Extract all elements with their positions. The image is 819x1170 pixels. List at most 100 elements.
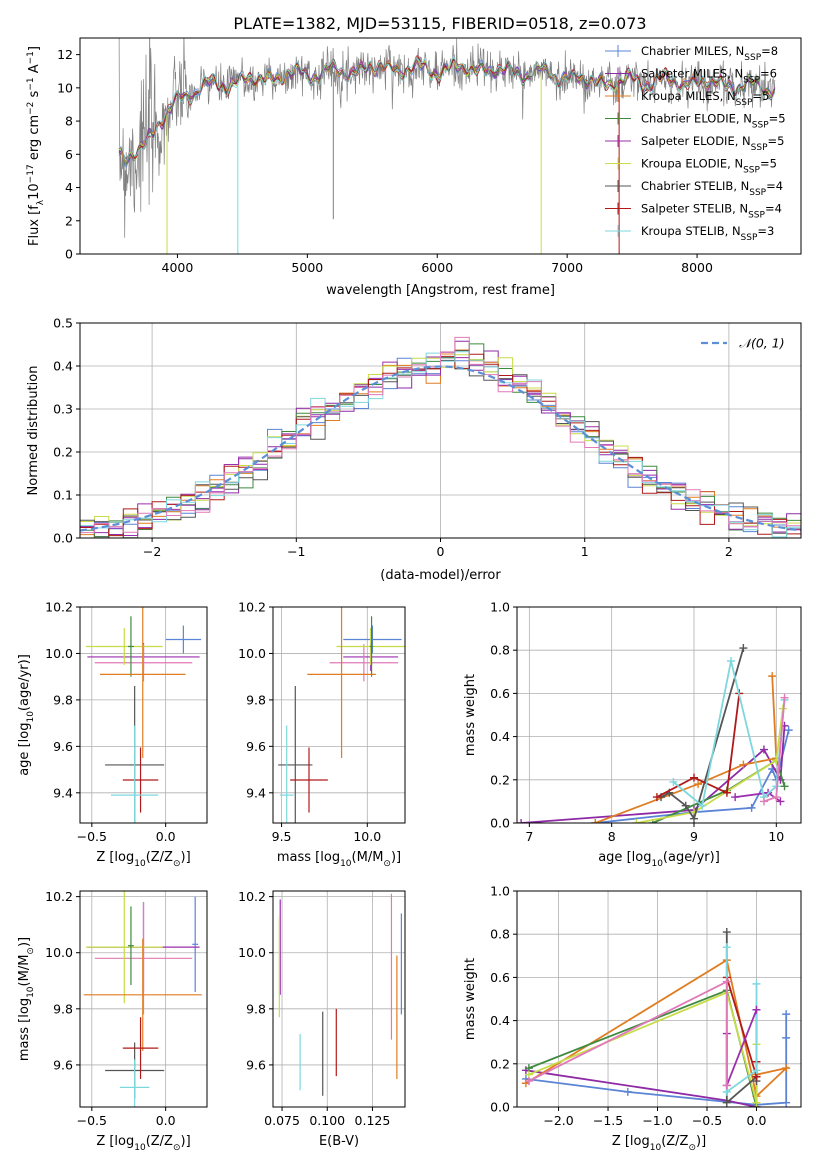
legend-entry: Kroupa STELIB, NSSP=3 (641, 224, 774, 243)
y-axis-label-part: 10 (26, 986, 36, 998)
x-tick-label: −0.5 (692, 1113, 722, 1128)
weight-marker (722, 1081, 731, 1090)
weight-marker (780, 693, 789, 702)
y-tick-label: 9.6 (246, 739, 266, 754)
legend-entry: Salpeter STELIB, NSSP=4 (641, 202, 782, 221)
weight-marker (722, 977, 731, 986)
residual-histogram (80, 336, 801, 534)
x-tick-label: 0.0 (156, 1113, 176, 1128)
y-tick-label: 4 (65, 180, 73, 195)
y-tick-label: 1.0 (490, 600, 510, 615)
legend-entry-part: Kroupa ELODIE, (641, 157, 734, 171)
weight-marker (752, 1098, 761, 1107)
grid (517, 606, 801, 824)
legend-entry-part: SSP (751, 143, 768, 153)
legend-entry-part: =5 (769, 112, 786, 126)
y-tick-label: 10.2 (45, 600, 73, 615)
y-tick-label: 9.8 (246, 1001, 266, 1016)
legend-entry-part: SSP (752, 121, 769, 131)
axes-frame (272, 606, 406, 824)
y-tick-label: 0.8 (490, 643, 510, 658)
y-axis-label-part: 10 (27, 183, 42, 200)
legend-entry-part: Chabrier ELODIE, (641, 112, 743, 126)
legend-entry: Kroupa ELODIE, NSSP=5 (641, 157, 777, 176)
weight-marker (727, 657, 736, 665)
x-tick-label: −1 (287, 544, 305, 559)
legend-entry-part: Chabrier STELIB, (641, 179, 741, 193)
plot-area (80, 336, 801, 538)
weight-marker (524, 1077, 533, 1086)
x-tick-label: 8000 (681, 260, 713, 275)
weight-marker (694, 780, 703, 789)
legend-entry: Salpeter MILES, NSSP=6 (641, 67, 777, 86)
y-axis-label-part: ] (27, 46, 42, 51)
y-tick-label: 12 (57, 47, 73, 62)
y-tick-label: 9.8 (53, 1001, 73, 1016)
y-tick-label: 0.6 (490, 970, 510, 985)
legend-entry-part: Salpeter STELIB, (641, 202, 739, 216)
y-tick-label: 10.2 (45, 889, 73, 904)
y-tick-label: 0.0 (490, 816, 510, 831)
legend-entry-part: =8 (761, 44, 778, 58)
x-tick-label: 0.125 (355, 1113, 391, 1128)
x-tick-label: 0 (437, 544, 445, 559)
x-tick-label: 0.0 (747, 1113, 767, 1128)
weight-marker (731, 793, 740, 802)
y-tick-label: 0.6 (490, 686, 510, 701)
x-tick-label: −0.5 (77, 829, 107, 844)
y-tick-label: 6 (65, 147, 73, 162)
legend-entry-part: SSP (743, 76, 760, 86)
x-axis-label: wavelength [Angstrom, rest frame] (326, 283, 555, 298)
y-tick-label: 9.8 (53, 692, 73, 707)
weight-marker (722, 943, 731, 952)
y-tick-label: 9.6 (246, 1057, 266, 1072)
x-axis-label: Z [log10(Z/Z⊙)] (96, 1134, 190, 1153)
y-tick-label: 9.4 (53, 785, 73, 800)
x-axis-label-part: )] (696, 1134, 706, 1149)
legend-entry: Chabrier STELIB, NSSP=4 (641, 179, 783, 198)
weight-marker (782, 1010, 791, 1019)
x-axis-label-part: E(B-V) (319, 1134, 359, 1149)
weight-marker (722, 1098, 731, 1107)
y-axis-label-part: mass weight (463, 958, 478, 1040)
weight-line (636, 708, 784, 823)
legend-entry-part: N (741, 179, 750, 193)
y-axis-label-part: A (27, 64, 42, 77)
mass-age-panel: 9.5 10.0 9.4 9.6 9.8 10.0 10.2 mass [log10(M/M⊙… (238, 600, 406, 869)
y-tick-label: 0.4 (53, 359, 73, 374)
y-tick-label: 0.1 (53, 488, 73, 503)
weight-marker (768, 672, 777, 681)
y-tick-label: 0.4 (490, 729, 510, 744)
legend-entry-part: N (743, 112, 752, 126)
y-axis-label: mass [log10(M/M⊙)] (17, 937, 36, 1061)
y-axis-label-part: age [log (17, 723, 32, 776)
x-axis-label-part: 10 (340, 859, 352, 869)
y-tick-label: 0.2 (490, 1056, 510, 1071)
metallicity-weight-panel: −2.0 −1.5 −1.0 −0.5 0.0 0.0 0.2 0.4 0.6 0.8 1.0 Z [… (463, 884, 802, 1153)
spectrum-model-line (118, 56, 776, 162)
plot-area (278, 893, 402, 1096)
legend-entry: Salpeter ELODIE, NSSP=5 (641, 134, 784, 153)
x-tick-label: 8 (608, 829, 616, 844)
x-axis-label-part: ⊙ (383, 859, 391, 869)
weight-marker (759, 797, 768, 806)
weight-marker (752, 979, 761, 988)
x-axis-label-part: (M/M (352, 850, 384, 865)
legend-entry-part: =5 (760, 157, 777, 171)
weight-marker (669, 777, 678, 786)
legend-entry-part: Salpeter ELODIE, (641, 134, 742, 148)
y-tick-label: 0 (65, 247, 73, 262)
y-axis-label-part: 10 (26, 711, 36, 723)
legend-entry-part: N (734, 157, 743, 171)
weight-marker (591, 819, 600, 823)
legend-entry-part: SSP (749, 188, 766, 198)
y-tick-label: 9.4 (246, 785, 266, 800)
y-tick-label: 10.0 (238, 646, 266, 661)
legend-entry: Chabrier ELODIE, NSSP=5 (641, 112, 786, 131)
x-tick-label: −0.5 (77, 1113, 107, 1128)
weight-marker (632, 819, 641, 823)
figure-title: PLATE=1382, MJD=53115, FIBERID=0518, z=0… (233, 14, 646, 33)
weight-marker (752, 1005, 761, 1014)
weight-line (594, 676, 778, 823)
